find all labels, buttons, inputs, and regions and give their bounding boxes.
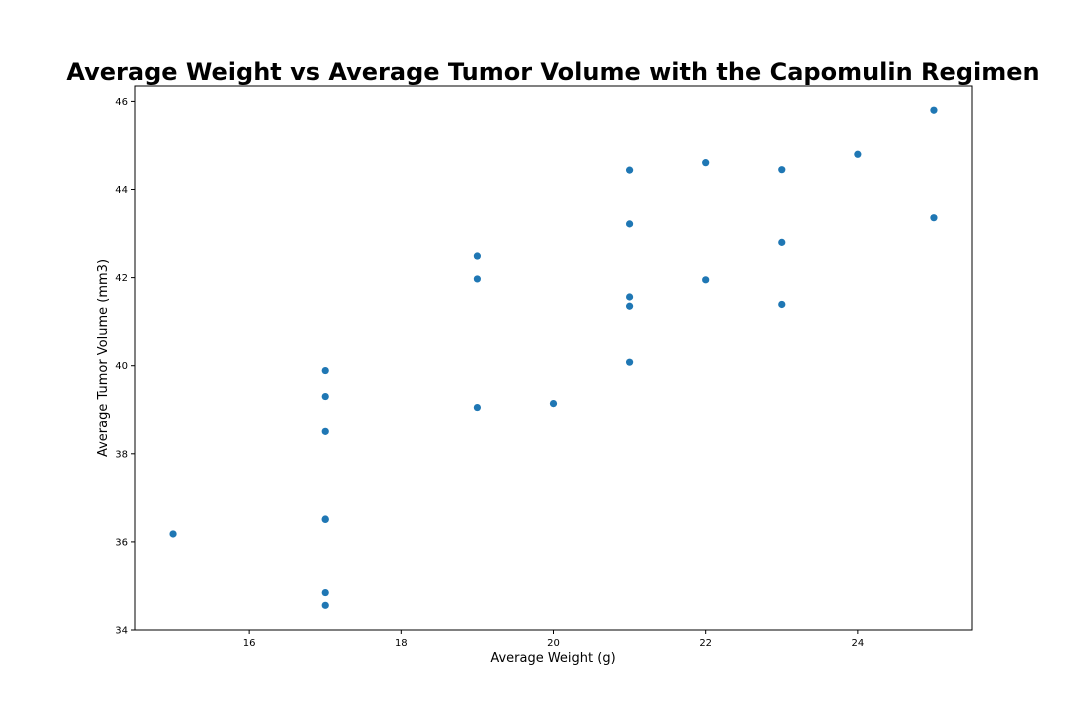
y-tick-label: 38 [115,449,128,460]
y-tick-label: 34 [115,626,128,637]
data-point [321,392,329,401]
data-point [778,238,786,246]
data-point [930,214,938,222]
x-tick-label: 16 [243,638,256,649]
data-point [625,293,634,301]
y-tick-label: 46 [115,97,128,108]
data-point [473,252,482,260]
data-point [854,150,862,158]
data-point [930,106,938,114]
data-point [625,220,634,228]
data-points [169,106,938,609]
x-axis-label: Average Weight (g) [490,651,615,666]
x-tick-label: 22 [699,638,712,649]
x-tick-label: 24 [851,638,864,649]
data-point [778,300,786,309]
x-tick-label: 18 [395,638,408,649]
data-point [169,530,177,538]
y-tick-label: 40 [115,361,128,372]
x-tick-label: 20 [547,638,560,649]
y-tick-label: 42 [115,273,128,284]
data-point [473,275,482,283]
data-point [321,427,329,435]
y-tick-label: 44 [115,185,128,196]
data-point [778,166,786,174]
data-point [625,302,634,310]
data-point [321,515,329,523]
data-point [549,399,558,408]
data-point [321,601,329,609]
chart-title: Average Weight vs Average Tumor Volume w… [66,58,1039,86]
data-point [702,276,710,284]
plot-area-frame [134,85,973,631]
data-point [625,166,634,174]
data-point [473,403,482,412]
y-tick-label: 36 [115,537,128,548]
data-point [625,358,634,366]
y-axis-label: Average Tumor Volume (mm3) [96,259,111,457]
data-point [321,366,329,375]
axis-ticks: 16 18 20 22 24 34 36 38 40 42 44 46 [115,97,864,649]
data-point [702,159,710,167]
data-point [321,588,329,597]
